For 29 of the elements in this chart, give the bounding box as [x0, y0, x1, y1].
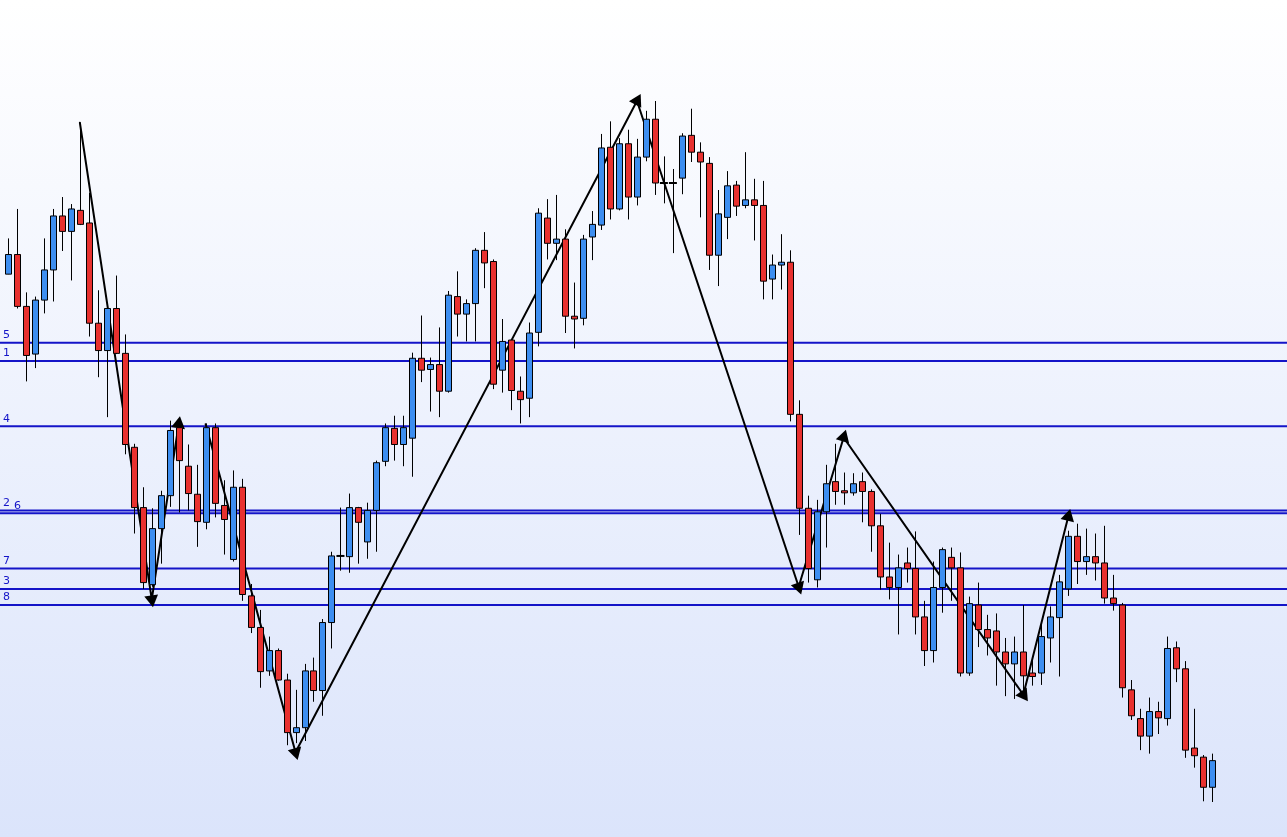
candlestick	[859, 472, 866, 523]
candlestick	[400, 415, 407, 467]
candlestick	[5, 237, 12, 275]
annotation: 6	[14, 498, 21, 512]
point	[1015, 687, 1028, 702]
candlestick	[68, 203, 75, 281]
point	[287, 746, 302, 760]
point	[835, 429, 850, 444]
candlestick	[221, 479, 228, 556]
point	[1060, 508, 1074, 523]
annotation: 1	[3, 346, 10, 360]
annotation: 2	[3, 495, 10, 509]
point	[628, 93, 642, 108]
annotation: 5	[3, 328, 10, 342]
annotation: 3	[3, 574, 10, 588]
candlestick	[742, 151, 749, 209]
candlestick	[454, 270, 461, 338]
candlestick	[1137, 708, 1144, 751]
candlestick	[355, 506, 362, 565]
point	[790, 580, 804, 595]
candlestick	[463, 298, 470, 342]
candlestick	[427, 357, 434, 413]
annotation: 4	[3, 411, 10, 425]
annotation: 8	[3, 590, 10, 604]
candlestick	[751, 178, 758, 241]
candlestick	[59, 196, 66, 252]
annotation: 7	[3, 553, 10, 567]
candlestick	[832, 443, 839, 506]
candlestick	[895, 554, 902, 635]
